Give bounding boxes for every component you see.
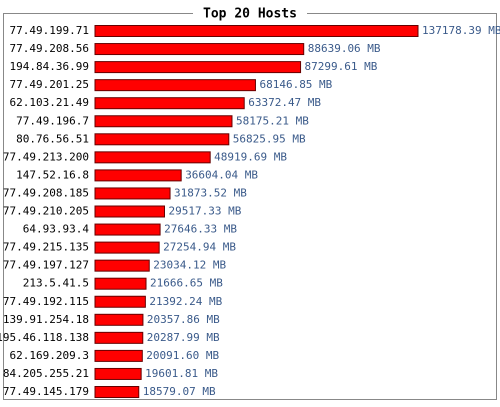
value-label: 21392.24 MB — [149, 295, 222, 308]
value-label: 27254.94 MB — [163, 241, 236, 254]
category-label: 84.205.255.21 — [3, 367, 89, 380]
bar — [94, 367, 142, 380]
title-backdrop — [193, 5, 307, 21]
category-label: 77.49.192.115 — [3, 295, 89, 308]
category-label: 64.93.93.4 — [23, 223, 90, 236]
bar — [94, 169, 182, 182]
category-label: 194.84.36.99 — [10, 60, 89, 73]
category-label: 77.49.145.179 — [3, 385, 89, 398]
bar — [94, 205, 166, 218]
bar — [94, 25, 419, 37]
value-label: 21666.65 MB — [150, 277, 223, 290]
chart-title: Top 20 Hosts — [203, 7, 297, 22]
value-label: 58175.21 MB — [236, 114, 309, 127]
value-label: 137178.39 MB — [422, 24, 500, 37]
category-label: 147.52.16.8 — [16, 168, 89, 181]
category-label: 77.49.196.7 — [16, 114, 89, 127]
bar — [94, 115, 233, 128]
bar — [94, 277, 147, 290]
value-label: 31873.52 MB — [174, 186, 247, 199]
bar — [94, 187, 171, 200]
category-label: 77.49.199.71 — [10, 24, 89, 37]
value-label: 63372.47 MB — [248, 96, 321, 109]
value-label: 20287.99 MB — [147, 331, 220, 344]
category-label: 62.103.21.49 — [10, 96, 89, 109]
value-label: 36604.04 MB — [185, 168, 258, 181]
value-label: 20357.86 MB — [147, 313, 220, 326]
category-label: 77.49.201.25 — [10, 78, 89, 91]
value-label: 29517.33 MB — [169, 205, 242, 218]
bar — [94, 43, 305, 56]
category-label: 77.49.208.185 — [3, 186, 89, 199]
category-label: 195.46.118.138 — [0, 331, 89, 344]
bar — [94, 241, 160, 254]
bar — [94, 349, 143, 362]
category-label: 77.49.210.205 — [3, 205, 89, 218]
value-label: 87299.61 MB — [305, 60, 378, 73]
value-label: 27646.33 MB — [164, 223, 237, 236]
value-label: 68146.85 MB — [259, 78, 332, 91]
category-label: 77.49.213.200 — [3, 150, 89, 163]
bar — [94, 79, 256, 92]
bar — [94, 259, 150, 272]
category-label: 62.169.209.3 — [10, 349, 89, 362]
bar — [94, 223, 161, 236]
bar — [94, 295, 146, 308]
value-label: 20091.60 MB — [146, 349, 219, 362]
bar — [94, 133, 230, 146]
category-label: 77.49.208.56 — [10, 42, 89, 55]
bar — [94, 151, 211, 164]
category-label: 139.91.254.18 — [3, 313, 89, 326]
bar — [94, 313, 144, 326]
value-label: 19601.81 MB — [145, 367, 218, 380]
category-label: 213.5.41.5 — [23, 277, 89, 290]
bar — [94, 97, 245, 110]
category-label: 77.49.197.127 — [3, 259, 89, 272]
category-label: 77.49.215.135 — [3, 241, 89, 254]
value-label: 56825.95 MB — [233, 132, 306, 145]
value-label: 18579.07 MB — [143, 385, 216, 398]
value-label: 48919.69 MB — [214, 150, 287, 163]
category-label: 80.76.56.51 — [16, 132, 89, 145]
bar — [94, 331, 144, 344]
bar — [94, 386, 140, 398]
value-label: 23034.12 MB — [153, 259, 226, 272]
bar — [94, 61, 302, 74]
value-label: 88639.06 MB — [308, 42, 381, 55]
